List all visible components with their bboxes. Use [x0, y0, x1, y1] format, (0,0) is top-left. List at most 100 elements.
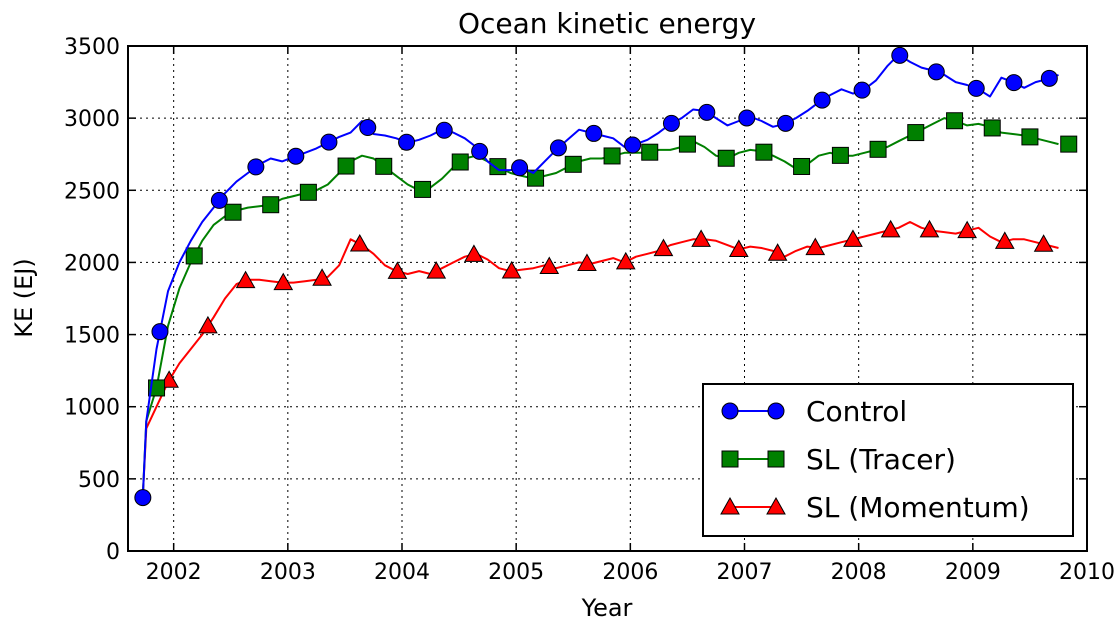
legend-box [702, 383, 1074, 537]
data-point-control [398, 133, 416, 151]
data-point-sl-tracer [641, 143, 659, 161]
data-point-sl-tracer [1060, 135, 1078, 153]
series-sl-tracer [141, 112, 1078, 497]
data-point-sl-momentum [843, 229, 863, 247]
legend: Control SL (Tracer) SL (Momentum) [702, 383, 1074, 537]
data-point-control [549, 139, 567, 157]
data-point-sl-tracer [603, 147, 621, 165]
x-tick-label: 2003 [260, 560, 316, 585]
data-point-control [287, 147, 305, 165]
data-point-sl-tracer [907, 124, 925, 142]
y-tick-label: 0 [106, 540, 120, 565]
x-tick-label: 2009 [945, 560, 1001, 585]
data-point-sl-momentum [235, 270, 256, 289]
data-point-sl-momentum [691, 229, 711, 247]
data-point-control [210, 191, 228, 209]
data-point-sl-tracer [983, 119, 1001, 137]
data-point-control [698, 103, 716, 121]
data-point-control [247, 158, 265, 176]
data-point-control [1005, 74, 1023, 92]
data-point-sl-momentum [1033, 234, 1054, 252]
data-point-sl-momentum [273, 272, 294, 291]
data-point-control [511, 159, 529, 177]
data-point-sl-momentum [653, 238, 674, 257]
data-point-sl-tracer [527, 169, 545, 187]
data-point-sl-tracer [755, 143, 773, 161]
data-point-sl-tracer [414, 180, 432, 198]
data-point-sl-momentum [198, 315, 218, 334]
legend-marker-sl-momentum [720, 496, 740, 515]
data-point-control [151, 323, 169, 341]
data-point-control [813, 91, 831, 109]
x-tick-label: 2002 [146, 560, 202, 585]
data-point-sl-momentum [880, 219, 901, 238]
series-sl-momentum [141, 219, 1059, 497]
legend-label-control: Control [806, 395, 907, 428]
x-tick-label: 2010 [1059, 560, 1115, 585]
data-point-sl-momentum [577, 253, 597, 271]
data-point-sl-momentum [767, 243, 788, 261]
data-point-sl-tracer [1021, 128, 1039, 146]
legend-marker-sl-momentum [766, 496, 786, 515]
data-point-sl-momentum [919, 219, 940, 238]
x-tick-label: 2008 [831, 560, 887, 585]
data-point-sl-tracer [489, 158, 507, 176]
data-point-sl-momentum [539, 256, 560, 274]
data-point-sl-momentum [426, 261, 447, 279]
data-point-control [738, 109, 756, 127]
data-point-sl-tracer [262, 196, 280, 214]
data-point-control [585, 124, 603, 142]
data-point-control [662, 114, 680, 132]
legend-label-sl-tracer: SL (Tracer) [806, 443, 956, 476]
data-point-control [320, 133, 338, 151]
data-point-sl-momentum [994, 231, 1015, 249]
data-point-control [134, 489, 152, 507]
data-point-control [853, 81, 871, 99]
data-point-sl-momentum [957, 220, 977, 239]
data-point-sl-tracer [946, 112, 964, 130]
legend-marker-sl-tracer [767, 450, 785, 468]
data-point-sl-tracer [375, 157, 393, 175]
data-point-control [359, 119, 377, 137]
series-line-sl-tracer [141, 117, 1059, 497]
chart-title: Ocean kinetic energy [458, 7, 756, 40]
data-point-sl-tracer [224, 203, 242, 221]
data-point-control [435, 121, 453, 139]
data-point-sl-tracer [793, 157, 811, 175]
y-axis-label: KE (EJ) [10, 258, 38, 338]
y-tick-label: 2000 [64, 251, 120, 276]
data-point-sl-momentum [387, 261, 408, 279]
data-point-control [927, 63, 945, 81]
x-axis-label: Year [581, 594, 633, 622]
plot-frame [127, 45, 1088, 552]
axis-ticks: 2002 2003 2004 2005 2006 2007 2008 2009 2010 0 500… [64, 35, 1115, 585]
x-tick-label: 2006 [602, 560, 658, 585]
y-tick-label: 500 [78, 468, 120, 493]
data-point-sl-tracer [299, 183, 317, 201]
data-point-sl-momentum [728, 239, 749, 257]
y-tick-label: 2500 [64, 179, 120, 204]
data-point-sl-tracer [451, 153, 469, 171]
data-point-sl-tracer [185, 247, 203, 265]
data-point-sl-momentum [349, 233, 370, 252]
data-point-control [624, 136, 642, 154]
data-point-sl-tracer [337, 157, 355, 175]
data-point-sl-momentum [501, 260, 522, 279]
data-point-sl-momentum [464, 244, 484, 262]
data-point-control [471, 142, 489, 160]
data-point-control [1040, 69, 1058, 87]
data-point-sl-momentum [615, 251, 636, 270]
series-layer [134, 46, 1078, 507]
data-point-control [891, 46, 909, 64]
legend-label-sl-momentum: SL (Momentum) [806, 491, 1030, 524]
data-point-sl-tracer [831, 146, 849, 164]
legend-marker-control [767, 402, 785, 420]
x-tick-label: 2004 [374, 560, 430, 585]
data-point-sl-tracer [678, 135, 696, 153]
legend-marker-sl-tracer [721, 450, 739, 468]
y-tick-label: 1000 [64, 396, 120, 421]
data-point-sl-tracer [869, 140, 887, 158]
data-point-control [967, 79, 985, 97]
data-point-control [777, 114, 795, 132]
